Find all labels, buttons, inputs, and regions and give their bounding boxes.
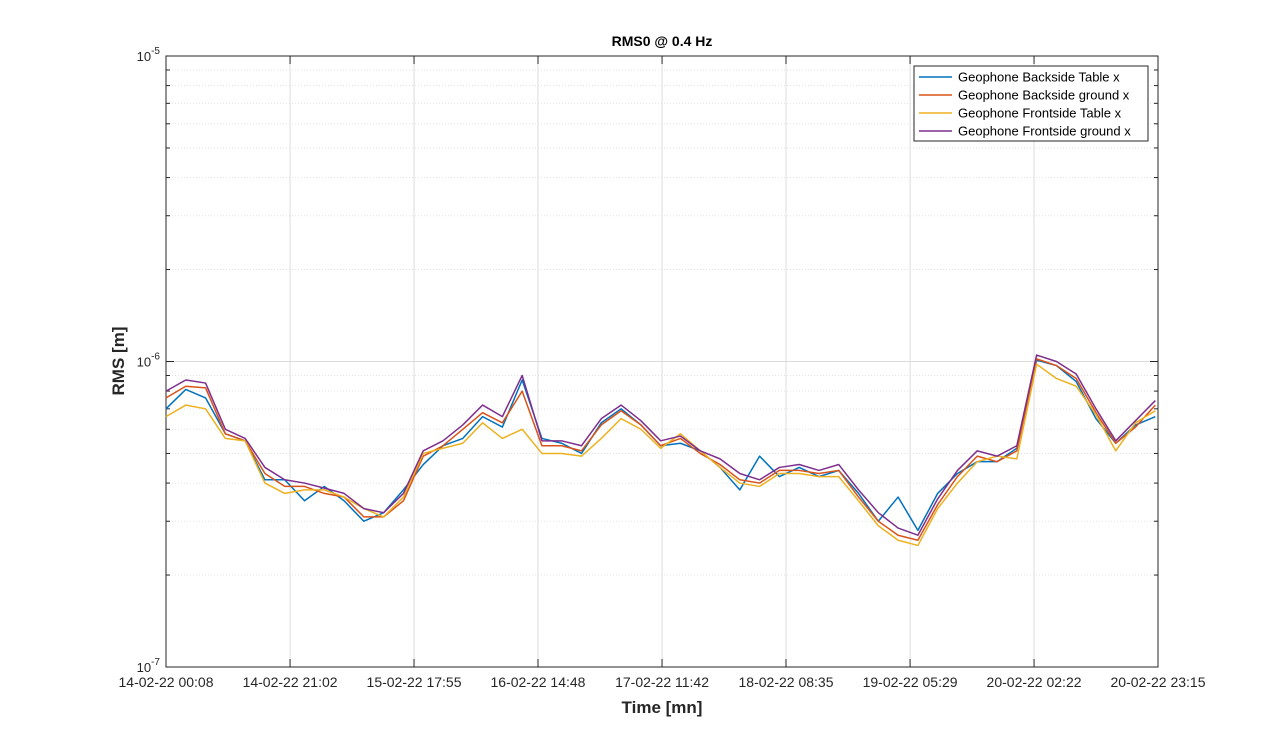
legend-label: Geophone Frontside ground x bbox=[958, 124, 1131, 139]
y-tick-label: 10-6 bbox=[137, 352, 161, 370]
x-tick-label: 14-02-22 21:02 bbox=[243, 674, 338, 690]
y-tick-exponent: -7 bbox=[151, 657, 160, 668]
x-tick-label: 19-02-22 05:29 bbox=[863, 674, 958, 690]
x-tick-label: 20-02-22 23:15 bbox=[1111, 674, 1206, 690]
y-tick-label: 10-7 bbox=[137, 657, 161, 675]
y-tick-base: 10 bbox=[137, 49, 151, 64]
series-line bbox=[165, 354, 1156, 536]
y-tick-base: 10 bbox=[137, 355, 151, 370]
x-tick-label: 16-02-22 14:48 bbox=[491, 674, 586, 690]
series-line bbox=[165, 358, 1156, 541]
legend-label: Geophone Backside ground x bbox=[958, 88, 1130, 103]
y-tick-label: 10-5 bbox=[137, 46, 161, 64]
x-tick-label: 17-02-22 11:42 bbox=[615, 674, 709, 690]
legend-box bbox=[913, 65, 1149, 142]
x-tick-label: 18-02-22 08:35 bbox=[739, 674, 834, 690]
x-axis-label: Time [mn] bbox=[622, 698, 703, 717]
y-axis-label: RMS [m] bbox=[109, 327, 128, 396]
axes-box bbox=[165, 55, 1159, 668]
x-tick-label: 20-02-22 02:22 bbox=[987, 674, 1082, 690]
x-tick-label: 14-02-22 00:08 bbox=[119, 674, 214, 690]
y-tick-base: 10 bbox=[137, 660, 151, 675]
chart-title: RMS0 @ 0.4 Hz bbox=[612, 33, 713, 49]
series-line bbox=[165, 363, 1156, 547]
y-tick-exponent: -6 bbox=[151, 352, 160, 363]
legend-label: Geophone Backside Table x bbox=[958, 70, 1120, 85]
legend-label: Geophone Frontside Table x bbox=[958, 106, 1122, 121]
x-tick-label: 15-02-22 17:55 bbox=[367, 674, 462, 690]
y-tick-exponent: -5 bbox=[151, 46, 160, 57]
